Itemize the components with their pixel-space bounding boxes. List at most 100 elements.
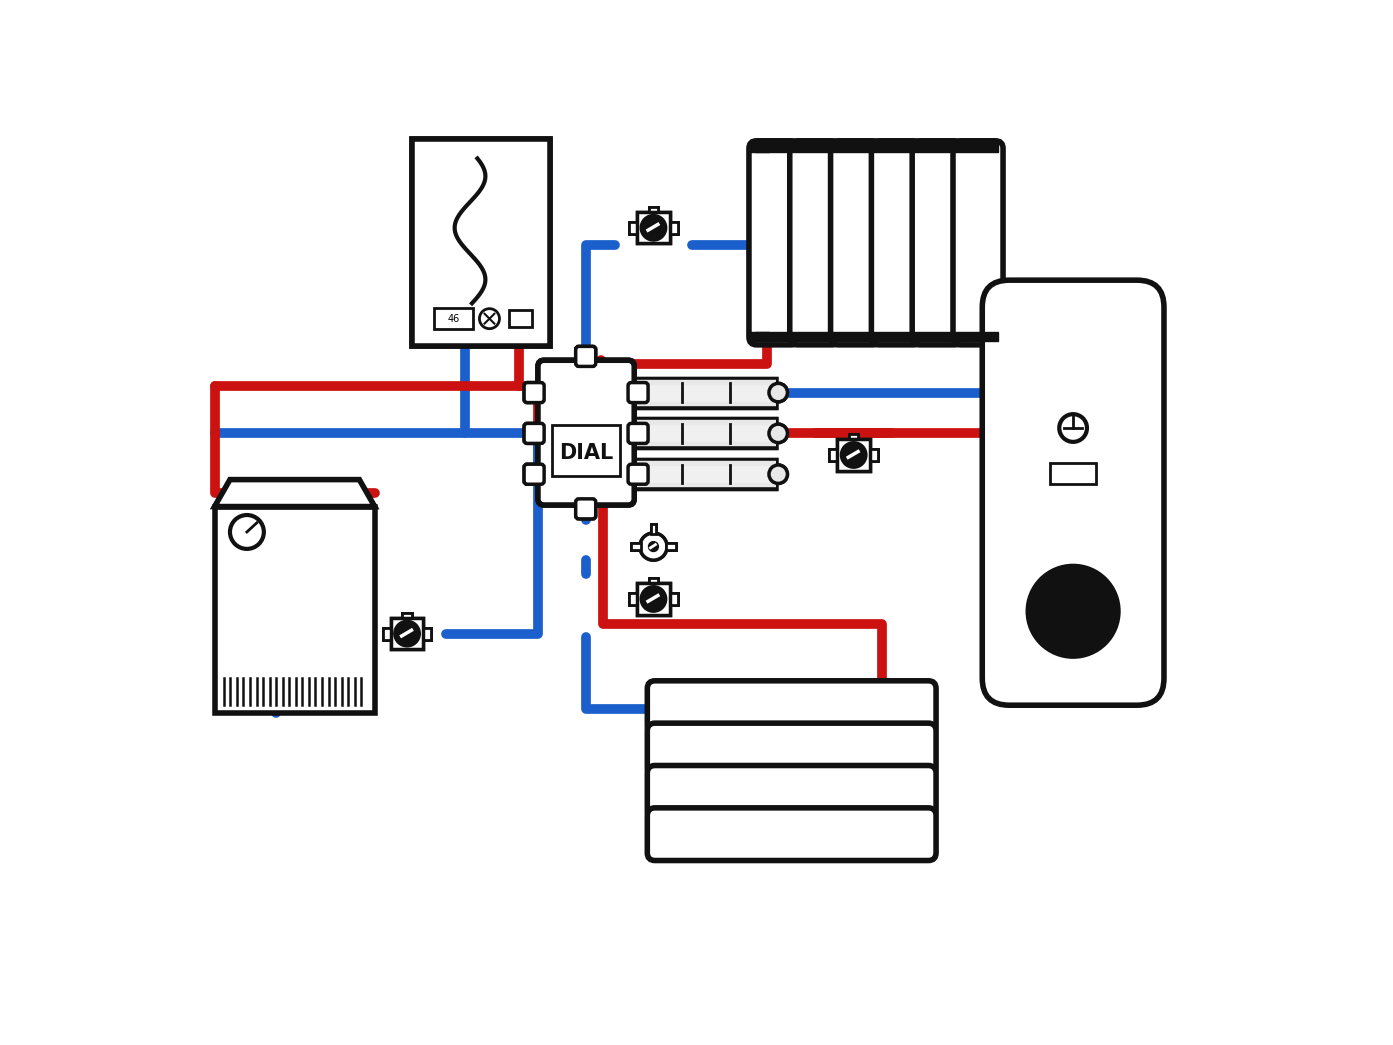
Bar <box>508 310 532 327</box>
Bar <box>391 618 423 649</box>
Circle shape <box>649 541 659 552</box>
Circle shape <box>1059 414 1087 442</box>
Bar <box>435 308 472 329</box>
FancyBboxPatch shape <box>648 808 936 860</box>
Bar <box>755 331 999 341</box>
Bar <box>670 222 678 234</box>
Bar <box>423 627 432 640</box>
Bar <box>651 525 656 534</box>
Circle shape <box>230 515 263 549</box>
FancyBboxPatch shape <box>648 766 936 818</box>
FancyBboxPatch shape <box>524 423 545 443</box>
Bar <box>412 139 549 346</box>
Bar <box>552 425 620 477</box>
FancyBboxPatch shape <box>524 464 545 484</box>
Bar <box>423 627 432 640</box>
FancyBboxPatch shape <box>982 280 1165 705</box>
FancyBboxPatch shape <box>575 498 596 519</box>
FancyBboxPatch shape <box>790 141 840 345</box>
FancyBboxPatch shape <box>628 423 648 443</box>
Circle shape <box>769 384 787 402</box>
FancyBboxPatch shape <box>628 382 648 402</box>
Bar <box>837 439 871 470</box>
FancyBboxPatch shape <box>628 464 648 484</box>
Circle shape <box>769 424 787 443</box>
Circle shape <box>841 442 866 467</box>
Circle shape <box>639 533 667 560</box>
Circle shape <box>769 384 787 402</box>
Bar <box>403 612 412 621</box>
Circle shape <box>1088 586 1102 601</box>
FancyBboxPatch shape <box>538 361 634 505</box>
Bar <box>829 449 837 461</box>
Bar <box>755 141 999 153</box>
Bar <box>403 612 412 621</box>
FancyBboxPatch shape <box>648 680 936 734</box>
Bar <box>383 627 391 640</box>
FancyBboxPatch shape <box>628 464 648 484</box>
Bar <box>630 222 637 234</box>
Bar <box>435 308 472 329</box>
Text: 46: 46 <box>447 314 460 324</box>
FancyBboxPatch shape <box>524 382 545 402</box>
FancyBboxPatch shape <box>872 141 921 345</box>
Bar <box>391 618 423 649</box>
FancyBboxPatch shape <box>830 141 880 345</box>
Bar <box>508 310 532 327</box>
Bar <box>637 583 670 614</box>
Bar <box>837 439 871 470</box>
Bar <box>1050 463 1096 484</box>
Bar <box>670 222 678 234</box>
Text: DIAL: DIAL <box>559 443 613 463</box>
Bar <box>637 212 670 243</box>
Bar <box>631 543 641 551</box>
FancyBboxPatch shape <box>575 346 596 367</box>
Circle shape <box>641 215 666 240</box>
FancyBboxPatch shape <box>524 464 545 484</box>
Circle shape <box>649 541 659 552</box>
Polygon shape <box>215 480 375 507</box>
Circle shape <box>479 308 500 329</box>
Circle shape <box>639 533 667 560</box>
Bar <box>649 578 659 586</box>
FancyBboxPatch shape <box>524 423 545 443</box>
Bar <box>848 434 858 442</box>
Bar <box>670 593 678 605</box>
Circle shape <box>394 621 419 646</box>
Bar <box>871 449 878 461</box>
Bar <box>649 207 659 215</box>
Circle shape <box>769 424 787 443</box>
Circle shape <box>641 586 666 611</box>
Circle shape <box>1027 565 1120 657</box>
FancyBboxPatch shape <box>648 723 936 775</box>
FancyBboxPatch shape <box>538 361 634 505</box>
Text: 46: 46 <box>447 314 460 324</box>
FancyBboxPatch shape <box>749 141 800 345</box>
FancyBboxPatch shape <box>575 346 596 367</box>
Bar <box>670 593 678 605</box>
Bar <box>751 141 769 153</box>
Bar <box>871 449 878 461</box>
FancyBboxPatch shape <box>524 382 545 402</box>
Bar <box>848 434 858 442</box>
Bar <box>552 425 620 477</box>
Circle shape <box>641 586 666 611</box>
Circle shape <box>641 215 666 240</box>
Circle shape <box>394 621 419 646</box>
Circle shape <box>479 308 500 329</box>
FancyBboxPatch shape <box>912 141 963 345</box>
FancyBboxPatch shape <box>575 498 596 519</box>
Bar <box>751 331 769 341</box>
Bar <box>383 627 391 640</box>
Bar <box>630 593 637 605</box>
Bar <box>412 139 549 346</box>
Circle shape <box>769 465 787 484</box>
Circle shape <box>769 465 787 484</box>
Bar <box>630 222 637 234</box>
Bar <box>630 593 637 605</box>
Text: DIAL: DIAL <box>559 443 613 463</box>
Bar <box>631 543 641 551</box>
Bar <box>637 583 670 614</box>
Bar <box>666 543 676 551</box>
Bar <box>649 207 659 215</box>
